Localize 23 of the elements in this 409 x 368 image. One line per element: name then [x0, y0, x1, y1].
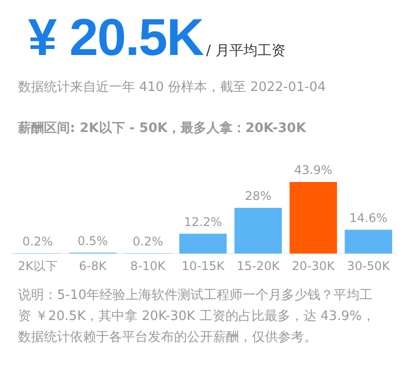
x-tick-label: 2K以下 [18, 258, 58, 273]
x-tick-label: 15-20K [236, 258, 281, 273]
x-tick-label: 6-8K [78, 258, 108, 273]
data-label: 0.5% [77, 234, 108, 248]
x-tick-label: 30-50K [347, 258, 391, 273]
data-label: 12.2% [184, 214, 222, 229]
x-tick-label: 20-30K [292, 258, 336, 273]
data-label: 43.9% [294, 163, 332, 178]
data-label: 0.2% [22, 234, 53, 248]
x-tick-label: 8-10K [130, 258, 167, 273]
data-label: 14.6% [349, 210, 388, 225]
bar [290, 182, 337, 254]
chart-title: ¥ 20.5K [28, 9, 204, 67]
x-tick-label: 10-15K [182, 258, 226, 273]
text: 数据统计来自近一年 410 份样本，截至 2022-01-04 [18, 79, 326, 96]
bar [234, 208, 282, 254]
text: 说明：5-10年经验上海软件测试工程师一个月多少钱？平均工资 ￥20.5K，其中拿 20K-30K 工资的占比最多，达 43.9%，数据统计依赖于各平台发布的公开薪酬，仅供参考。 [18, 287, 376, 347]
text: 薪酬区间: 2K以下 - 50K，最多人拿：20K-30K [18, 120, 306, 137]
bar [179, 234, 227, 254]
data-label: 28% [244, 189, 272, 204]
bar [344, 230, 392, 254]
chart-subtitle: / 月平均工资 [206, 43, 286, 59]
data-label: 0.2% [132, 234, 164, 248]
